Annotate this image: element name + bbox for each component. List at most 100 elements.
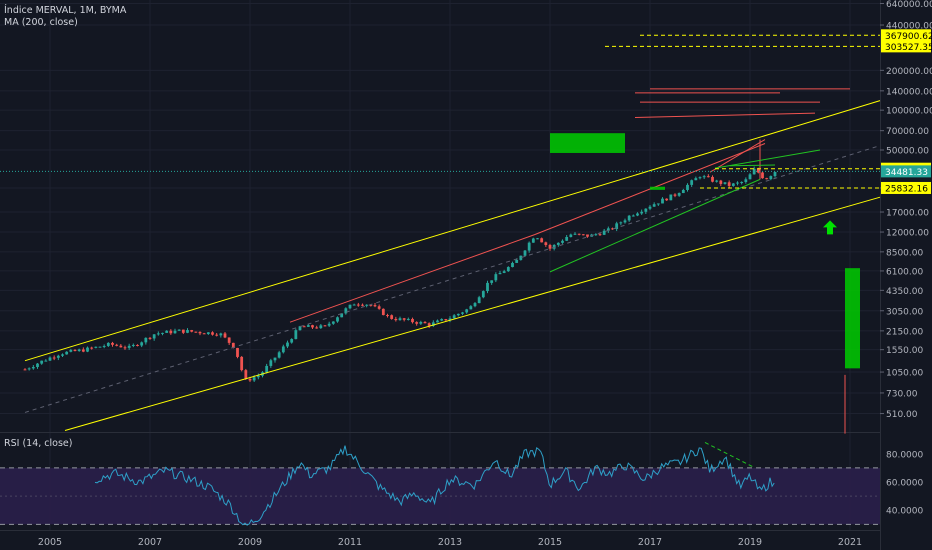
price-tick-label: 2150.00 xyxy=(886,327,923,337)
candle-body xyxy=(115,344,119,346)
candle-body xyxy=(377,306,381,309)
candle-body xyxy=(631,215,635,217)
candle-body xyxy=(502,271,506,273)
price-label-text: 367900.62 xyxy=(885,32,932,42)
candle-body xyxy=(694,178,698,181)
price-tick-label: 1550.00 xyxy=(886,346,923,356)
candle-body xyxy=(131,344,135,346)
candle-body xyxy=(598,234,602,236)
candle-body xyxy=(594,234,598,236)
candle-body xyxy=(602,230,606,235)
candle-body xyxy=(56,355,60,358)
time-tick-label: 2005 xyxy=(38,537,62,548)
candle-body xyxy=(456,313,460,316)
candle-body xyxy=(90,347,94,349)
candle-body xyxy=(698,177,702,179)
time-axis[interactable]: 2005 2007 2009 2011 2013 2015 2017 2019 2021 xyxy=(38,537,862,548)
price-tick-label: 200000.00 xyxy=(886,67,932,77)
green-zone-box xyxy=(650,186,665,190)
ma-legend[interactable]: MA (200, close) xyxy=(4,17,82,28)
candle-body xyxy=(223,333,227,338)
candle-body xyxy=(36,363,39,368)
candle-body xyxy=(744,179,748,182)
price-tick-label: 510.00 xyxy=(886,410,918,420)
symbol-legend[interactable]: Índice MERVAL, 1M, BYMA xyxy=(4,5,130,16)
time-tick-label: 2009 xyxy=(238,537,262,548)
candle-body xyxy=(98,346,102,348)
candle-body xyxy=(656,203,660,205)
candle-body xyxy=(690,180,694,185)
candle-body xyxy=(148,337,152,339)
candle-body xyxy=(281,346,285,353)
candle-body xyxy=(40,360,44,364)
candle-body xyxy=(648,206,652,209)
candle-body xyxy=(381,308,385,316)
green-zone-box xyxy=(550,133,625,153)
time-tick-label: 2015 xyxy=(538,537,562,548)
candle-body xyxy=(127,345,131,348)
candle-body xyxy=(623,220,627,223)
candle-body xyxy=(140,342,144,346)
channel-upper-line xyxy=(24,100,881,362)
candle-body xyxy=(565,236,569,241)
rsi-tick-label: 40.0000 xyxy=(886,507,923,517)
red-trend-line xyxy=(289,234,536,323)
rsi-overbought-band xyxy=(0,467,880,525)
price-label-box xyxy=(881,29,931,42)
green-wedge-upper xyxy=(714,149,821,169)
candle-body xyxy=(490,280,494,283)
candle-body xyxy=(48,357,52,361)
candle-body xyxy=(102,345,106,347)
candle-body xyxy=(544,242,548,246)
candle-body xyxy=(681,189,685,194)
candle-body xyxy=(711,176,714,182)
candle-body xyxy=(52,357,56,359)
candle-body xyxy=(702,176,706,178)
candle-body xyxy=(531,238,535,243)
candle-body xyxy=(215,334,219,336)
candle-body xyxy=(152,334,156,339)
candle-body xyxy=(515,259,519,263)
candle-body xyxy=(344,308,348,314)
rsi-tick-label: 80.0000 xyxy=(886,450,923,460)
candle-body xyxy=(406,318,410,320)
candle-body xyxy=(540,238,544,243)
candle-body xyxy=(106,342,110,346)
candle-body xyxy=(169,330,173,334)
candle-body xyxy=(427,323,431,326)
candle-body xyxy=(506,267,510,272)
candle-body xyxy=(636,213,639,216)
price-tick-label: 440000.00 xyxy=(886,22,932,32)
candle-body xyxy=(436,320,439,323)
candle-body xyxy=(644,208,648,212)
red-target-line xyxy=(634,112,816,119)
price-label-box xyxy=(881,40,931,53)
price-candles xyxy=(23,166,777,383)
candle-body xyxy=(486,282,489,292)
candle-body xyxy=(219,333,223,336)
candle-body xyxy=(411,318,414,323)
candle-body xyxy=(248,378,252,381)
candle-body xyxy=(190,330,194,332)
candle-body xyxy=(206,332,210,334)
candle-body xyxy=(315,327,319,329)
candle-body xyxy=(523,250,527,256)
rsi-legend[interactable]: RSI (14, close) xyxy=(4,438,76,449)
price-axis[interactable]: 640000.00 440000.00 200000.00 140000.00 1000… xyxy=(880,0,932,550)
candle-body xyxy=(606,228,610,231)
time-tick-label: 2019 xyxy=(738,537,762,548)
candle-body xyxy=(398,318,402,321)
candle-body xyxy=(198,331,202,334)
price-tick-label: 100000.00 xyxy=(886,107,932,117)
candle-body xyxy=(477,297,481,304)
price-tick-label: 1050.00 xyxy=(886,369,923,379)
candle-body xyxy=(69,349,73,352)
price-label-box xyxy=(881,181,931,194)
candle-body xyxy=(706,176,710,178)
rsi-indicator-label: RSI (14, close) xyxy=(4,438,73,449)
candle-body xyxy=(44,360,48,362)
green-up-arrow-icon xyxy=(823,220,837,235)
time-tick-label: 2013 xyxy=(438,537,462,548)
candle-body xyxy=(290,339,294,343)
